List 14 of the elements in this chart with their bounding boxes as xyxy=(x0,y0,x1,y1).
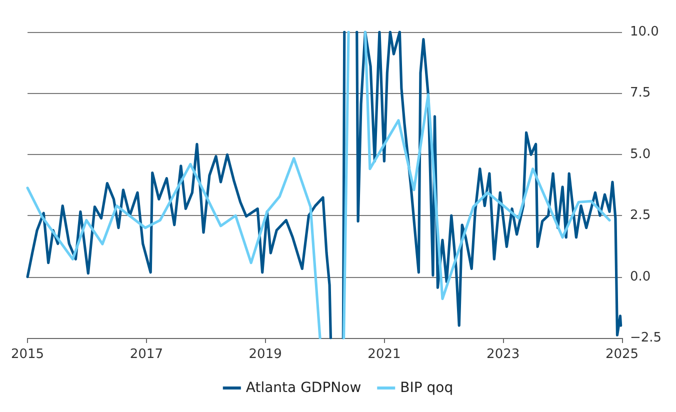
x-tick-label: 2023 xyxy=(486,347,520,362)
y-tick-label: 10.0 xyxy=(630,24,659,40)
x-tick-label: 2017 xyxy=(130,347,163,362)
legend-label: Atlanta GDPNow xyxy=(246,380,362,396)
y-tick-label: 0.0 xyxy=(630,269,651,284)
y-tick-label: 2.5 xyxy=(630,208,651,224)
x-tick-label: 2015 xyxy=(10,347,44,362)
x-tick-label: 2025 xyxy=(605,347,639,362)
y-tick-label: 5.0 xyxy=(630,146,651,162)
x-tick-label: 2019 xyxy=(248,347,282,362)
y-tick-label: −2.5 xyxy=(630,330,662,346)
y-tick-label: 7.5 xyxy=(630,86,651,101)
legend-label: BIP qoq xyxy=(400,380,454,396)
x-tick-label: 2021 xyxy=(368,347,401,362)
